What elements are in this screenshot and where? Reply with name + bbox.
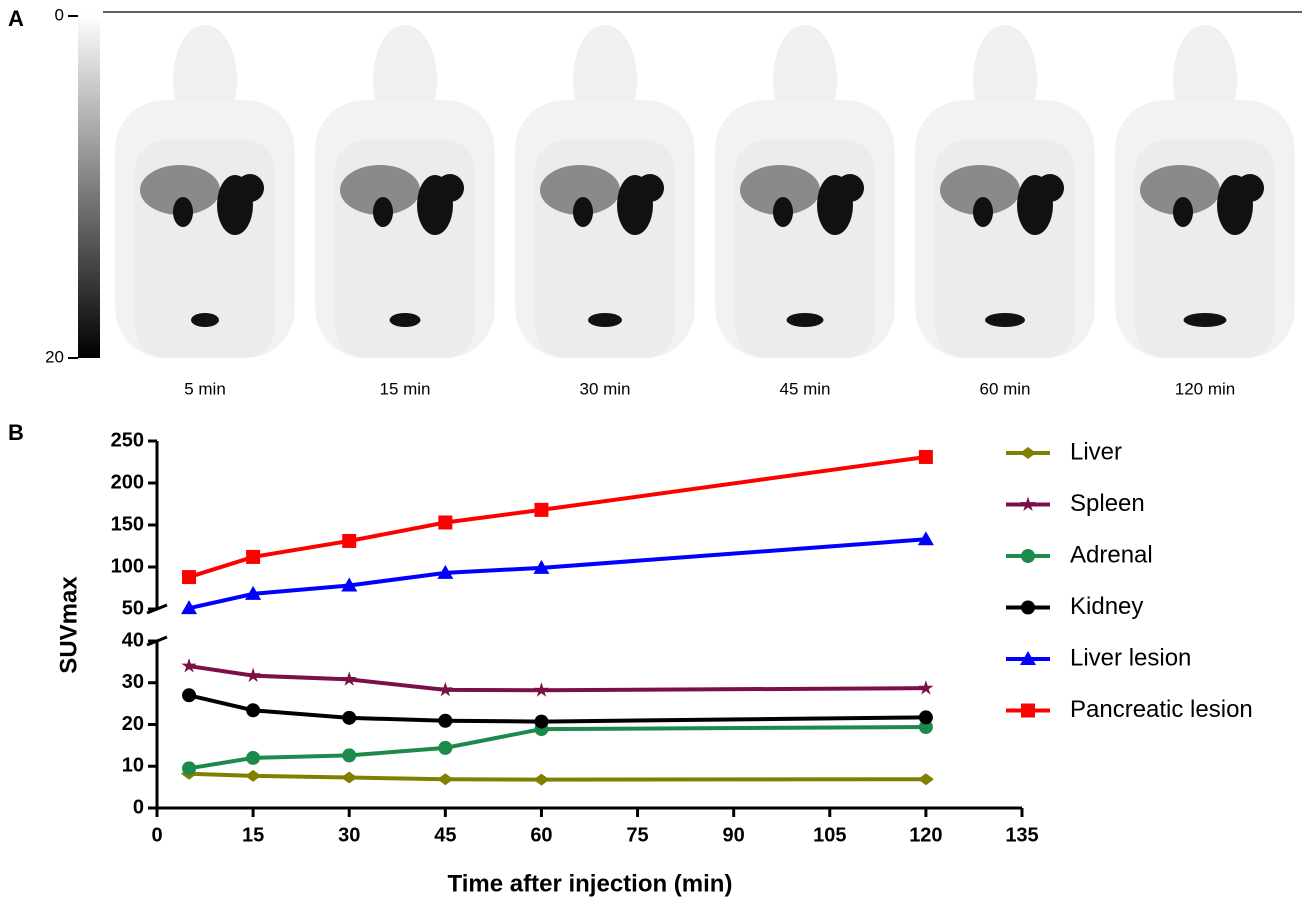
image-label: 30 min <box>579 379 630 398</box>
spleen <box>836 174 864 202</box>
spleen <box>436 174 464 202</box>
marker <box>246 751 260 765</box>
x-tick-label: 105 <box>813 824 846 846</box>
bladder <box>588 313 622 327</box>
marker <box>342 711 356 725</box>
y-tick-label: 50 <box>122 597 144 619</box>
x-tick-label: 90 <box>723 824 745 846</box>
kidney <box>573 197 593 227</box>
legend-label: Pancreatic lesion <box>1070 696 1253 723</box>
marker <box>342 748 356 762</box>
series-line <box>189 727 926 768</box>
x-tick-label: 60 <box>530 824 552 846</box>
x-tick-label: 15 <box>242 824 264 846</box>
marker <box>919 450 933 464</box>
x-tick-label: 120 <box>909 824 942 846</box>
image-label: 45 min <box>779 379 830 398</box>
kidney <box>173 197 193 227</box>
bladder <box>985 313 1025 327</box>
kidney <box>373 197 393 227</box>
marker <box>182 688 196 702</box>
marker <box>342 534 356 548</box>
marker <box>534 503 548 517</box>
colorbar-label: 0 <box>55 5 64 24</box>
marker <box>438 714 452 728</box>
bladder <box>1184 313 1227 327</box>
legend-label: Adrenal <box>1070 541 1153 568</box>
marker <box>1021 704 1035 718</box>
marker <box>246 550 260 564</box>
y-tick-label: 150 <box>111 513 144 535</box>
y-tick-label: 20 <box>122 713 144 735</box>
kidney <box>1173 197 1193 227</box>
image-label: 15 min <box>379 379 430 398</box>
pet-images <box>115 25 1295 358</box>
image-label: 5 min <box>184 379 226 398</box>
x-tick-label: 135 <box>1005 824 1038 846</box>
bladder <box>787 313 824 327</box>
panel-label: A <box>8 6 24 31</box>
y-axis-title: SUVmax <box>55 576 82 674</box>
series-line <box>189 457 926 577</box>
y-tick-label: 0 <box>133 796 144 818</box>
bladder <box>191 313 219 327</box>
marker <box>919 710 933 724</box>
marker <box>533 774 549 786</box>
marker <box>245 770 261 782</box>
y-tick-label: 200 <box>111 471 144 493</box>
marker <box>437 773 453 785</box>
y-tick-label: 100 <box>111 555 144 577</box>
x-axis-title: Time after injection (min) <box>448 870 733 897</box>
colorbar <box>78 14 100 358</box>
y-tick-label: 40 <box>122 629 144 651</box>
figure: A B SUVmax Time after injection (min) 0 2… <box>0 0 1314 903</box>
marker <box>534 715 548 729</box>
y-tick-label: 250 <box>111 429 144 451</box>
marker <box>182 761 196 775</box>
marker <box>1021 601 1035 615</box>
legend-label: Kidney <box>1070 593 1143 620</box>
y-tick-label: 30 <box>122 671 144 693</box>
marker <box>182 570 196 584</box>
image-label: 120 min <box>1175 379 1235 398</box>
x-tick-label: 75 <box>626 824 648 846</box>
marker <box>246 703 260 717</box>
spleen <box>1236 174 1264 202</box>
x-tick-label: 45 <box>434 824 456 846</box>
marker <box>918 773 934 785</box>
spleen <box>236 174 264 202</box>
marker <box>1021 549 1035 563</box>
image-label: 60 min <box>979 379 1030 398</box>
y-tick-label: 10 <box>122 755 144 777</box>
spleen <box>1036 174 1064 202</box>
legend-label: Liver <box>1070 438 1122 465</box>
x-tick-label: 0 <box>151 824 162 846</box>
bladder <box>390 313 421 327</box>
kidney <box>773 197 793 227</box>
series-line <box>189 774 926 780</box>
spleen <box>636 174 664 202</box>
kidney <box>973 197 993 227</box>
marker <box>438 741 452 755</box>
marker <box>438 515 452 529</box>
legend-label: Spleen <box>1070 490 1145 517</box>
colorbar-label: 20 <box>45 347 64 366</box>
marker <box>1020 447 1036 459</box>
legend-label: Liver lesion <box>1070 644 1191 671</box>
panel-label: B <box>8 420 24 445</box>
x-tick-label: 30 <box>338 824 360 846</box>
series-line <box>189 666 926 690</box>
series-line <box>189 695 926 721</box>
marker <box>341 772 357 784</box>
